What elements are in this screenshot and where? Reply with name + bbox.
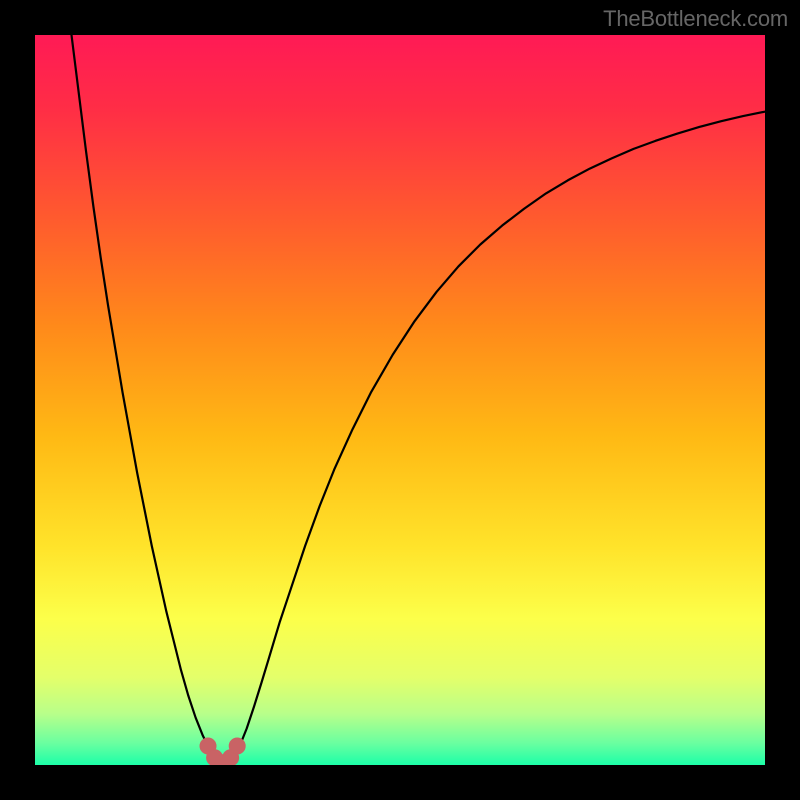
attribution-label: TheBottleneck.com	[603, 6, 788, 32]
chart-container: TheBottleneck.com	[0, 0, 800, 800]
plot-area	[35, 35, 765, 765]
curve-marker	[229, 738, 245, 754]
chart-svg	[35, 35, 765, 765]
chart-background	[35, 35, 765, 765]
